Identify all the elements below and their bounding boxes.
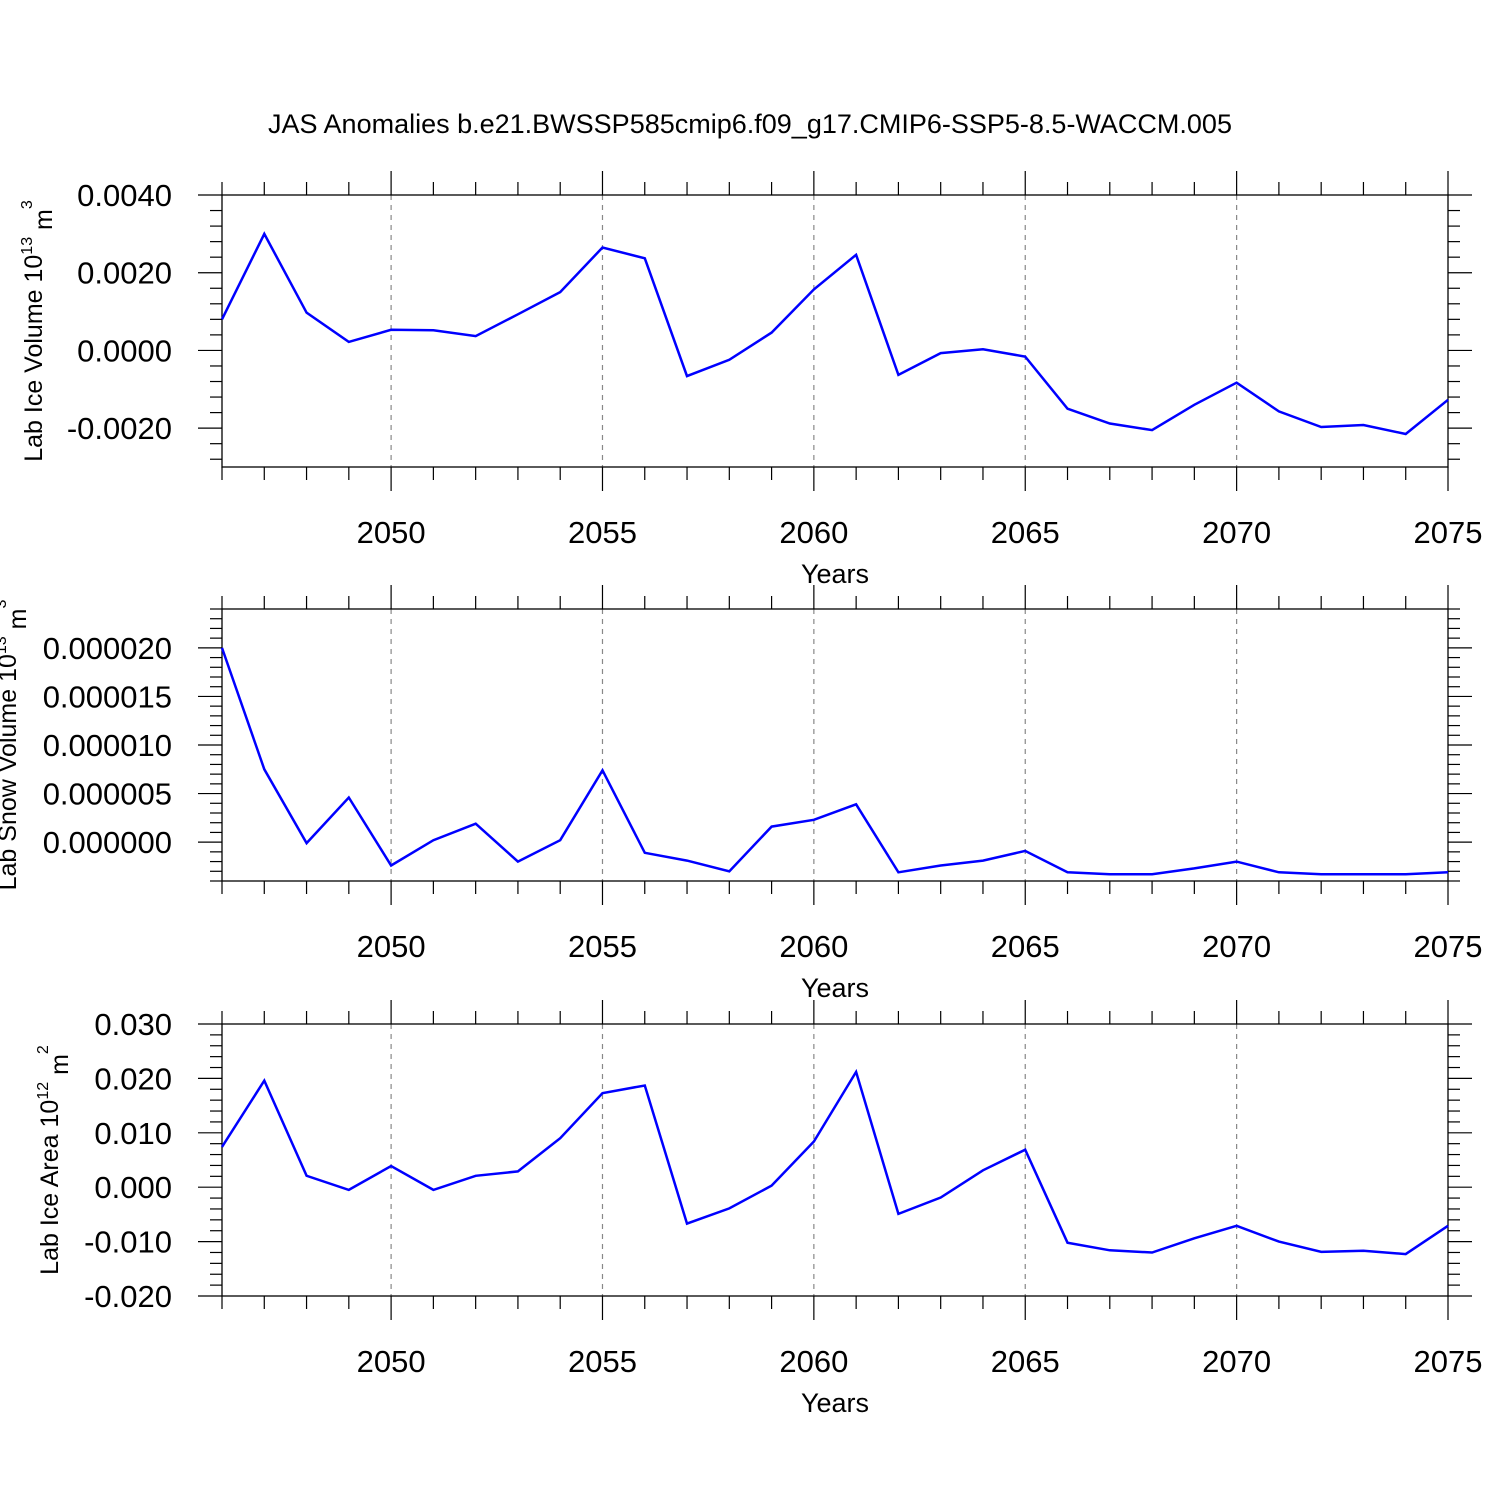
y-axis-label-ylabel-unit-exp: 3 [0,600,10,609]
y-axis-label-ylabel-unit: m [4,609,32,637]
y-tick-label: 0.0000 [77,333,172,368]
x-tick-label: 2055 [568,929,637,964]
y-tick-label: 0.000000 [43,825,172,860]
x-tick-label: 2060 [779,1344,848,1379]
y-tick-label: -0.020 [84,1279,172,1314]
y-tick-label: 0.0040 [77,178,172,213]
x-tick-label: 2070 [1202,515,1271,550]
series-line [220,1068,1449,1256]
y-axis-label-ylabel-unit-exp: 3 [19,200,36,209]
x-tick-label: 2075 [1414,1344,1483,1379]
y-tick-label: 0.000015 [43,679,172,714]
series-line [220,231,1449,436]
y-axis-label: Lab Snow Volume 1013 m3 [0,600,32,891]
y-axis-label-ylabel-unit: m [30,209,58,237]
y-tick-label: -0.010 [84,1225,172,1260]
x-tick-label: 2055 [568,1344,637,1379]
x-tick-label: 2075 [1414,929,1483,964]
x-tick-label: 2065 [991,515,1060,550]
x-tick-label: 2065 [991,929,1060,964]
x-axis-label: Years [801,973,869,1003]
y-axis-label-ylabel-exp: 13 [0,636,10,654]
x-tick-label: 2075 [1414,515,1483,550]
y-tick-label: 0.020 [94,1061,172,1096]
y-axis-label-ylabel-text: Lab Snow Volume 10 [0,654,22,890]
y-tick-label: 0.000005 [43,777,172,812]
y-tick-label: 0.000020 [43,631,172,666]
y-tick-label: 0.0020 [77,256,172,291]
y-axis-label-ylabel-unit: m [46,1054,74,1082]
x-tick-label: 2060 [779,515,848,550]
y-axis-label-ylabel-text: Lab Ice Area 10 [36,1100,64,1275]
y-tick-label: 0.010 [94,1116,172,1151]
y-tick-label: 0.000010 [43,728,172,763]
x-tick-label: 2060 [779,929,848,964]
chart-panel-2: 0.000020 0.000015 0.000010 0.000005 0.000000… [0,585,1482,1003]
x-tick-label: 2050 [357,929,426,964]
x-tick-label: 2050 [357,515,426,550]
x-tick-label: 2050 [357,1344,426,1379]
y-axis-label-ylabel-exp: 13 [19,237,36,255]
y-tick-label: 0.000 [94,1170,172,1205]
y-axis-label-ylabel-text: Lab Ice Volume 10 [20,255,48,462]
y-tick-label: -0.0020 [67,411,172,446]
chart-panel-3: 0.030 0.020 0.010 0.000 -0.010 -0.020 2050 2055… [35,1000,1482,1418]
plot-frame [221,194,1449,468]
series-line [220,647,1449,876]
x-tick-label: 2070 [1202,1344,1271,1379]
y-tick-label: 0.030 [94,1007,172,1042]
y-axis-label: Lab Ice Area 1012 m2 [35,1045,74,1275]
x-axis-label: Years [801,559,869,589]
y-axis-label-ylabel-exp: 12 [35,1082,52,1100]
x-tick-label: 2065 [991,1344,1060,1379]
plot-frame [221,608,1449,882]
x-tick-label: 2070 [1202,929,1271,964]
figure-title: JAS Anomalies b.e21.BWSSP585cmip6.f09_g1… [268,109,1232,139]
x-axis-label: Years [801,1388,869,1418]
x-tick-label: 2055 [568,515,637,550]
y-axis-label: Lab Ice Volume 1013 m3 [19,200,58,462]
y-axis-label-ylabel-unit-exp: 2 [35,1045,52,1054]
chart-panel-1: 0.0040 0.0020 0.0000 -0.0020 2050 2055 2060 206… [19,171,1482,589]
plot-frame [221,1023,1449,1297]
